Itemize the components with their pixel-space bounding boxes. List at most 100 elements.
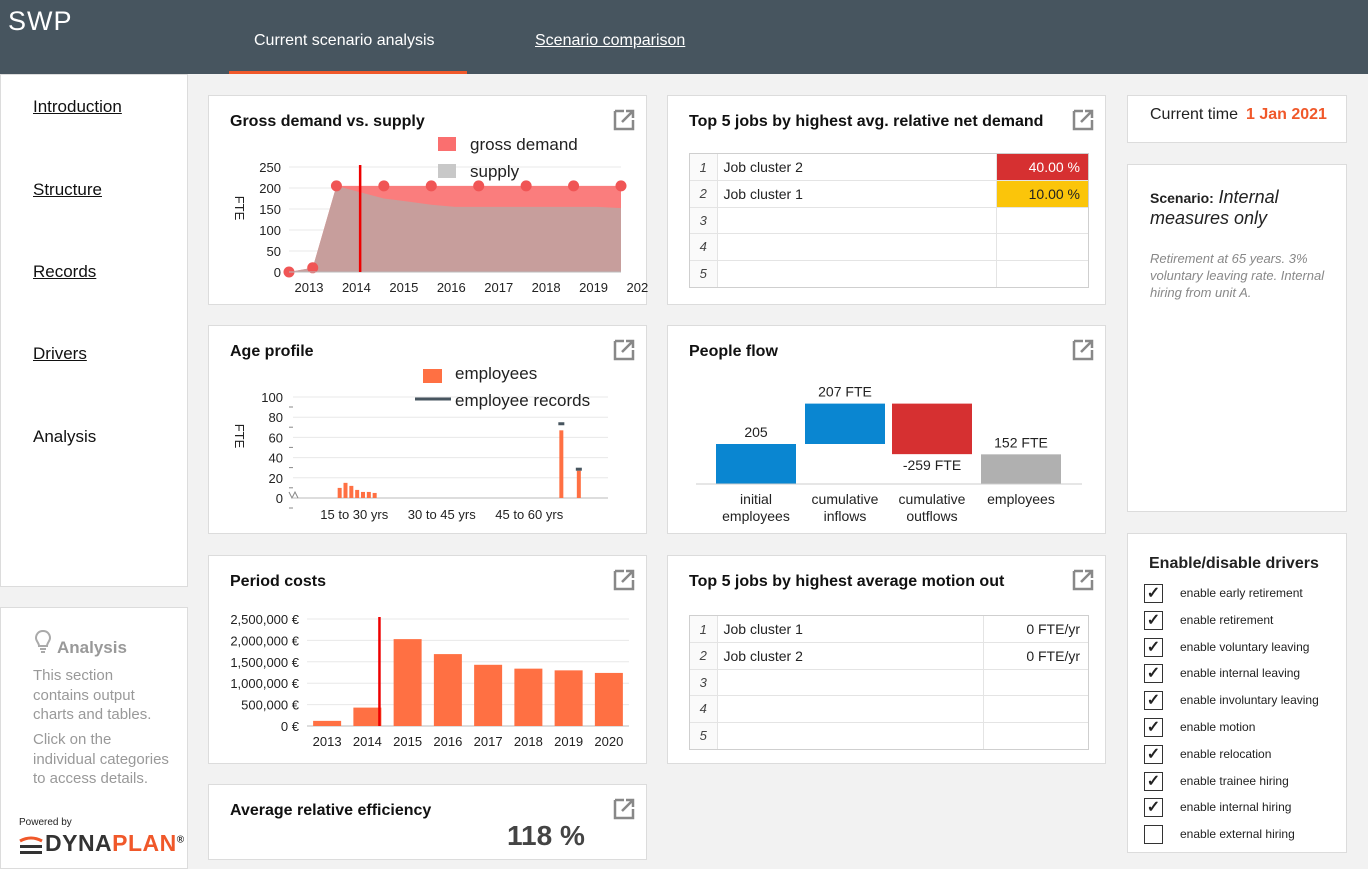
current-time-label: Current time xyxy=(1150,106,1239,123)
gross-demand-chart: 0 50 100 150 200 250 FTE 2013 2014 2015 2016 2017 20… xyxy=(232,135,648,295)
driver-checkbox[interactable]: ✓ xyxy=(1144,798,1163,818)
driver-checkbox[interactable]: ✓ xyxy=(1144,637,1163,657)
popout-icon[interactable] xyxy=(1071,108,1095,132)
y-tick-label: 80 xyxy=(269,410,283,425)
popout-icon[interactable] xyxy=(612,568,636,592)
top-bar: SWP Current scenario analysis Scenario c… xyxy=(0,0,1368,74)
table-row: 3 xyxy=(690,207,1088,234)
legend-label: employees xyxy=(455,364,537,383)
data-point xyxy=(425,180,437,192)
bar xyxy=(576,470,581,498)
x-tick-label: cumulative xyxy=(812,491,879,507)
card-title: Average relative efficiency xyxy=(230,802,432,819)
legend-swatch-employees xyxy=(423,369,442,383)
sidebar-nav: Introduction Structure Records Drivers A… xyxy=(0,74,188,587)
y-tick-label: 40 xyxy=(269,451,283,466)
period-costs-chart: 0 € 500,000 € 1,000,000 € 1,500,000 € 2,000,… xyxy=(230,612,629,749)
popout-icon[interactable] xyxy=(612,338,636,362)
driver-checkbox[interactable]: ✓ xyxy=(1144,718,1163,737)
data-label: -259 FTE xyxy=(903,457,961,473)
drivers-panel: Enable/disable drivers ✓ enable early ret… xyxy=(1127,533,1347,853)
y-tick-label: 0 € xyxy=(281,719,300,734)
y-tick-label: 20 xyxy=(269,471,283,486)
bar xyxy=(981,454,1061,484)
info-text-2: Click on the individual categories to ac… xyxy=(33,731,169,787)
x-tick-label: initial xyxy=(740,491,772,507)
driver-label: enable voluntary leaving xyxy=(1180,639,1310,654)
table-row: 5 xyxy=(690,260,1088,287)
popout-icon[interactable] xyxy=(1071,338,1095,362)
data-point xyxy=(615,180,627,192)
x-tick-label: 2018 xyxy=(532,280,561,295)
popout-icon[interactable] xyxy=(1071,568,1095,592)
y-tick-label: 0 xyxy=(274,265,281,280)
y-tick-label: 50 xyxy=(267,244,281,259)
lightbulb-icon xyxy=(34,629,52,653)
driver-checkbox[interactable]: ✓ xyxy=(1144,610,1163,630)
bar xyxy=(559,430,564,498)
y-axis-label: FTE xyxy=(232,424,247,449)
sidebar-item-structure[interactable]: Structure xyxy=(33,180,102,199)
sidebar-item-introduction[interactable]: Introduction xyxy=(33,97,122,116)
legend-swatch-supply xyxy=(438,164,456,178)
axis-break-mark xyxy=(288,490,299,500)
scenario-panel: Scenario: Internal measures only Retirem… xyxy=(1127,164,1347,512)
sidebar-item-records[interactable]: Records xyxy=(33,262,97,281)
data-label: 205 xyxy=(744,424,768,440)
x-tick-label: inflows xyxy=(824,508,867,524)
card-title: Top 5 jobs by highest average motion out xyxy=(689,573,1005,590)
x-tick-label: employees xyxy=(987,491,1055,507)
data-point xyxy=(378,180,390,192)
card-title: Period costs xyxy=(230,573,327,590)
legend-swatch-gross-demand xyxy=(438,137,456,151)
bar xyxy=(594,672,623,726)
current-time-panel: Current time 1 Jan 2021 xyxy=(1127,95,1347,143)
driver-label: enable motion xyxy=(1180,720,1256,734)
driver-checkbox[interactable]: ✓ xyxy=(1144,664,1163,684)
card-gross-demand-supply: Gross demand vs. supply 0 50 100 150 200 250 F… xyxy=(208,95,648,305)
bar xyxy=(892,403,972,455)
popout-icon[interactable] xyxy=(612,108,636,132)
x-tick-label: 2014 xyxy=(353,734,382,749)
table-row[interactable]: 2 Job cluster 1 10.00 % xyxy=(690,180,1088,208)
card-age-profile: Age profile 0 20 40 60 80 100 FTE 15 to 30 yrs 3… xyxy=(208,325,647,534)
driver-checkbox[interactable]: ✓ xyxy=(1144,744,1163,764)
tab-scenario-comparison[interactable]: Scenario comparison xyxy=(535,32,686,49)
card-period-costs: Period costs 0 € 500,000 € 1,000,000 € 1,50… xyxy=(208,555,647,764)
x-tick-label: employees xyxy=(722,508,790,524)
data-point xyxy=(330,180,342,192)
drivers-title: Enable/disable drivers xyxy=(1149,555,1319,572)
driver-checkbox[interactable]: ✓ xyxy=(1144,771,1163,791)
efficiency-value: 118 % xyxy=(507,820,585,851)
table-row[interactable]: 1 Job cluster 2 40.00 % xyxy=(690,154,1088,181)
x-tick-label: 45 to 60 yrs xyxy=(495,507,563,522)
bar xyxy=(361,491,365,498)
y-tick-label: 150 xyxy=(259,202,281,217)
y-tick-label: 1,000,000 € xyxy=(230,676,299,691)
driver-checkbox[interactable] xyxy=(1144,825,1163,845)
dynaplan-logo: DYNAPLAN® xyxy=(45,830,185,856)
bar xyxy=(514,668,543,726)
info-text-1: This section contains output charts and … xyxy=(33,667,152,723)
table-row: 3 xyxy=(690,669,1088,696)
sidebar-item-drivers[interactable]: Drivers xyxy=(33,344,87,363)
popout-icon[interactable] xyxy=(612,797,636,821)
driver-checkbox[interactable]: ✓ xyxy=(1144,691,1163,711)
sidebar-item-analysis[interactable]: Analysis xyxy=(33,427,97,446)
tab-current-scenario-analysis[interactable]: Current scenario analysis xyxy=(254,32,435,49)
driver-label: enable retirement xyxy=(1180,612,1274,627)
driver-checkbox[interactable]: ✓ xyxy=(1144,584,1163,603)
info-title: Analysis xyxy=(57,638,127,657)
table-row: 4 xyxy=(690,695,1088,723)
x-tick-label: 2019 xyxy=(579,280,608,295)
y-tick-label: 60 xyxy=(269,430,283,445)
bar xyxy=(366,491,371,498)
info-panel: Analysis This section contains output ch… xyxy=(0,607,188,869)
x-tick-label: 2015 xyxy=(389,280,418,295)
table-row: 5 xyxy=(690,722,1088,749)
scenario-heading: Scenario: Internal measures only xyxy=(1150,187,1346,229)
legend-label: employee records xyxy=(455,391,590,410)
